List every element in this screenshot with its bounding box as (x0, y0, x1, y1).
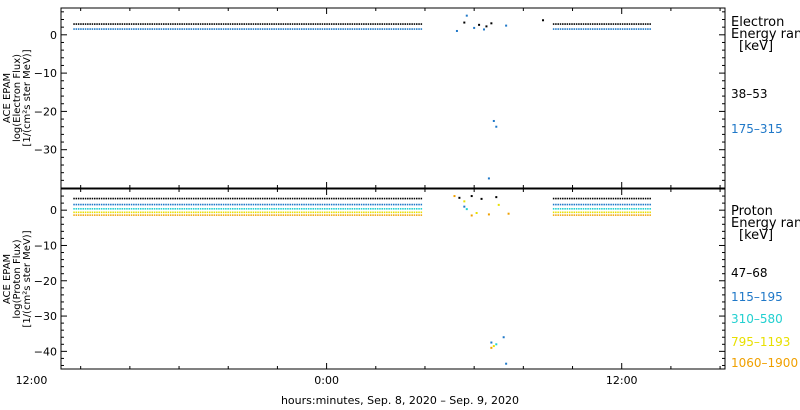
data-point (497, 203, 500, 206)
y-tick-label: −10 (34, 239, 57, 252)
series-47-68 (73, 195, 652, 200)
data-point (482, 28, 485, 31)
legend-entry: 795–1193 (731, 335, 790, 349)
legend-entry: 115–195 (731, 290, 783, 304)
legend-entry: 47–68 (731, 266, 768, 280)
y-tick-label: −30 (34, 310, 57, 323)
data-point (507, 212, 510, 215)
series-38-53 (73, 19, 652, 28)
series-795-1193 (73, 200, 652, 348)
y-tick-label: 0 (50, 29, 57, 42)
x-tick-label: 12:00 (606, 374, 638, 387)
data-point (502, 336, 505, 339)
y-tick-label: −30 (34, 144, 57, 157)
data-point (455, 29, 458, 32)
series-310-580 (73, 207, 652, 346)
data-point (470, 195, 473, 198)
y-axis-label-line: [1/(cm²s ster MeV)] (22, 49, 33, 146)
data-point (473, 26, 476, 29)
legend-title-line: [keV] (739, 39, 773, 54)
y-axis-label: ACE EPAM log(Proton Flux) [1/(cm²s ster Me… (2, 230, 33, 327)
y-tick-label: −20 (34, 105, 57, 118)
data-point (505, 24, 508, 27)
data-point (505, 362, 508, 365)
data-point (485, 25, 488, 28)
series-175-315 (73, 14, 652, 180)
y-axis-label-line: log(Electron Flux) (12, 54, 23, 142)
y-axis-label-line: log(Proton Flux) (12, 239, 23, 318)
data-point (465, 208, 468, 211)
data-point (475, 212, 478, 214)
data-point (453, 195, 456, 198)
proton-flux-panel: 0 −10 −20 −30 −40 ACE EPAM log(Proton Flux) [1/… (2, 188, 800, 370)
data-point (492, 345, 495, 348)
y-tick-label: 0 (50, 204, 57, 217)
x-tick-label: 12:00 (16, 374, 48, 387)
series-1060-1900 (73, 195, 652, 349)
data-point (463, 200, 466, 203)
legend-title-line: Electron (731, 15, 784, 30)
data-point (490, 341, 493, 344)
y-axis-label-line: [1/(cm²s ster MeV)] (22, 230, 33, 327)
data-point (495, 343, 498, 346)
data-point (495, 125, 498, 128)
data-point (490, 22, 493, 25)
y-axis-label-line: ACE EPAM (2, 73, 13, 123)
x-axis: 12:00 0:00 12:00 (16, 374, 638, 387)
data-point (463, 21, 466, 24)
data-point (465, 14, 468, 17)
legend-entry: 1060–1900 (731, 356, 798, 370)
legend-title-line: [keV] (739, 228, 773, 243)
series-115-195 (73, 203, 652, 365)
data-point (480, 197, 483, 200)
data-point (542, 19, 545, 22)
plot-frame (60, 188, 726, 370)
legend-entry: 38–53 (731, 87, 768, 101)
y-tick-label: −20 (34, 275, 57, 288)
legend-title-line: Proton (731, 204, 773, 219)
x-axis-title: hours:minutes, Sep. 8, 2020 – Sep. 9, 20… (281, 394, 519, 407)
data-point (470, 214, 473, 217)
y-tick-label: −10 (34, 67, 57, 80)
data-point (458, 196, 461, 199)
y-axis-label: ACE EPAM log(Electron Flux) [1/(cm²s ster … (2, 49, 33, 146)
legend-entry: 175–315 (731, 122, 783, 136)
x-tick-label: 0:00 (314, 374, 339, 387)
plot-frame (60, 7, 726, 189)
y-axis-label-line: ACE EPAM (2, 254, 13, 304)
data-point (495, 196, 498, 199)
data-point (487, 213, 490, 216)
data-point (478, 23, 481, 26)
legend-title-line: Energy ran (731, 27, 800, 42)
data-point (490, 346, 493, 349)
data-point (492, 119, 495, 122)
legend-title-line: Energy ran (731, 216, 800, 231)
y-tick-label: −40 (34, 345, 57, 358)
data-point (463, 205, 466, 208)
legend-entry: 310–580 (731, 312, 783, 326)
data-point (487, 177, 490, 180)
